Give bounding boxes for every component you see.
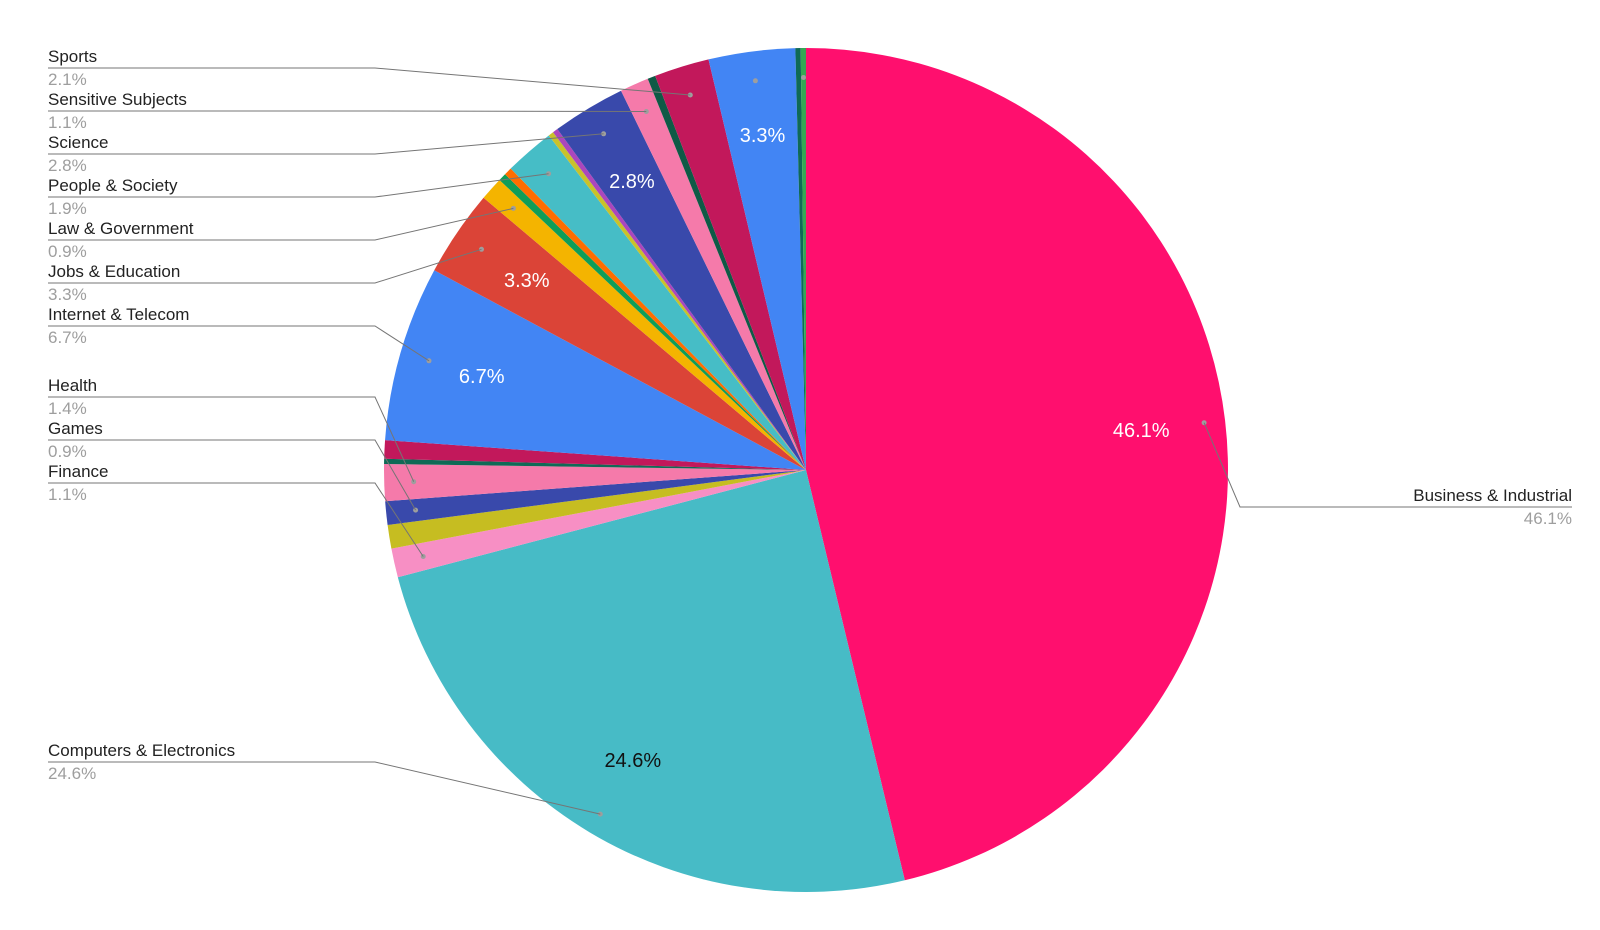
callout-name-arts-and-entertainment: Arts & Entertainment bbox=[48, 0, 205, 4]
callout-line-sensitive-subjects bbox=[48, 110, 647, 112]
callout-name-people-and-society: People & Society bbox=[48, 176, 178, 195]
pie-slice-15 bbox=[553, 129, 806, 470]
callout-dot-books-and-literature bbox=[801, 75, 806, 80]
pie-slice-finance bbox=[391, 470, 806, 578]
callout-percent-games: 0.9% bbox=[48, 442, 87, 461]
callout-name-business-and-industrial: Business & Industrial bbox=[1413, 486, 1572, 505]
callout-line-people-and-society bbox=[48, 173, 549, 198]
pie-slice-18 bbox=[647, 75, 806, 470]
callout-line-computers-and-electronics bbox=[48, 761, 601, 815]
callout-line-games bbox=[48, 439, 417, 511]
pie-slice-games bbox=[385, 470, 806, 526]
callout-line-sports bbox=[48, 67, 691, 96]
pie-slice-internet-and-telecom bbox=[385, 270, 806, 470]
pie-slice-6 bbox=[384, 458, 806, 470]
callout-line-science bbox=[48, 133, 604, 155]
pie-slice-12 bbox=[505, 168, 806, 470]
callout-percent-sensitive-subjects: 1.1% bbox=[48, 113, 87, 132]
callout-lines: Business & Industrial 46.1% Computers & El… bbox=[48, 0, 1572, 817]
pie-slice-arts-and-entertainment bbox=[708, 48, 806, 470]
callout-percent-computers-and-electronics: 24.6% bbox=[48, 764, 96, 783]
inner-label-jobs-and-education: 3.3% bbox=[504, 270, 550, 292]
pie-slice-business-and-industrial bbox=[806, 48, 1228, 881]
callout-dot-arts-and-entertainment bbox=[752, 78, 758, 84]
pie-slice-people-and-society bbox=[510, 135, 806, 470]
callout-line-finance bbox=[48, 482, 424, 557]
callout-percent-jobs-and-education: 3.3% bbox=[48, 285, 87, 304]
callout-line-business-and-industrial bbox=[1203, 422, 1572, 508]
callout-percent-finance: 1.1% bbox=[48, 485, 87, 504]
callout-percent-arts-and-entertainment: 3.3% bbox=[48, 0, 87, 4]
callout-percent-books-and-literature: 0.2% bbox=[48, 0, 87, 4]
callout-line-health bbox=[48, 396, 415, 482]
inner-label-business-and-industrial: 46.1% bbox=[1113, 420, 1170, 442]
callout-percent-sports: 2.1% bbox=[48, 70, 87, 89]
callout-name-computers-and-electronics: Computers & Electronics bbox=[48, 741, 235, 760]
callout-percent-people-and-society: 1.9% bbox=[48, 199, 87, 218]
callout-name-sensitive-subjects: Sensitive Subjects bbox=[48, 90, 187, 109]
inner-label-internet-and-telecom: 6.7% bbox=[459, 366, 505, 388]
pie-slice-health bbox=[383, 464, 806, 502]
inner-label-arts-and-entertainment: 3.3% bbox=[740, 125, 786, 147]
callout-name-science: Science bbox=[48, 133, 108, 152]
pie-slice-21 bbox=[795, 48, 806, 470]
pie-slice-sensitive-subjects bbox=[621, 78, 806, 471]
pie-slices bbox=[383, 47, 1228, 892]
callout-percent-internet-and-telecom: 6.7% bbox=[48, 328, 87, 347]
pie-slice-computers-and-electronics bbox=[397, 470, 905, 892]
pie-slice-14 bbox=[548, 132, 806, 471]
pie-slice-law-and-government bbox=[483, 179, 806, 470]
callout-name-law-and-government: Law & Government bbox=[48, 219, 194, 238]
callout-percent-business-and-industrial: 46.1% bbox=[1524, 509, 1572, 528]
pie-slice-11 bbox=[499, 174, 806, 470]
callout-name-books-and-literature: Books & Literature bbox=[48, 0, 188, 4]
callout-name-internet-and-telecom: Internet & Telecom bbox=[48, 305, 189, 324]
callout-percent-health: 1.4% bbox=[48, 399, 87, 418]
pie-slice-7 bbox=[384, 440, 806, 470]
pie-slice-3 bbox=[387, 470, 806, 549]
callout-name-games: Games bbox=[48, 419, 103, 438]
pie-slice-sports bbox=[655, 59, 806, 471]
callout-name-jobs-and-education: Jobs & Education bbox=[48, 262, 180, 281]
callout-percent-law-and-government: 0.9% bbox=[48, 242, 87, 261]
callout-name-sports: Sports bbox=[48, 47, 97, 66]
pie-slice-jobs-and-education bbox=[434, 197, 806, 470]
inner-label-computers-and-electronics: 24.6% bbox=[604, 750, 661, 772]
inner-label-science: 2.8% bbox=[609, 171, 655, 193]
callout-line-jobs-and-education bbox=[48, 248, 482, 284]
callout-line-law-and-government bbox=[48, 207, 514, 241]
callout-name-health: Health bbox=[48, 376, 97, 395]
callout-line-internet-and-telecom bbox=[48, 325, 430, 362]
inner-percent-labels: 46.1% 24.6% 6.7% 3.3% 2.8% 3.3% bbox=[459, 125, 1170, 772]
pie-slice-science bbox=[557, 90, 806, 470]
callout-percent-science: 2.8% bbox=[48, 156, 87, 175]
pie-slice-books-and-literature bbox=[800, 47, 806, 471]
callout-name-finance: Finance bbox=[48, 462, 108, 481]
